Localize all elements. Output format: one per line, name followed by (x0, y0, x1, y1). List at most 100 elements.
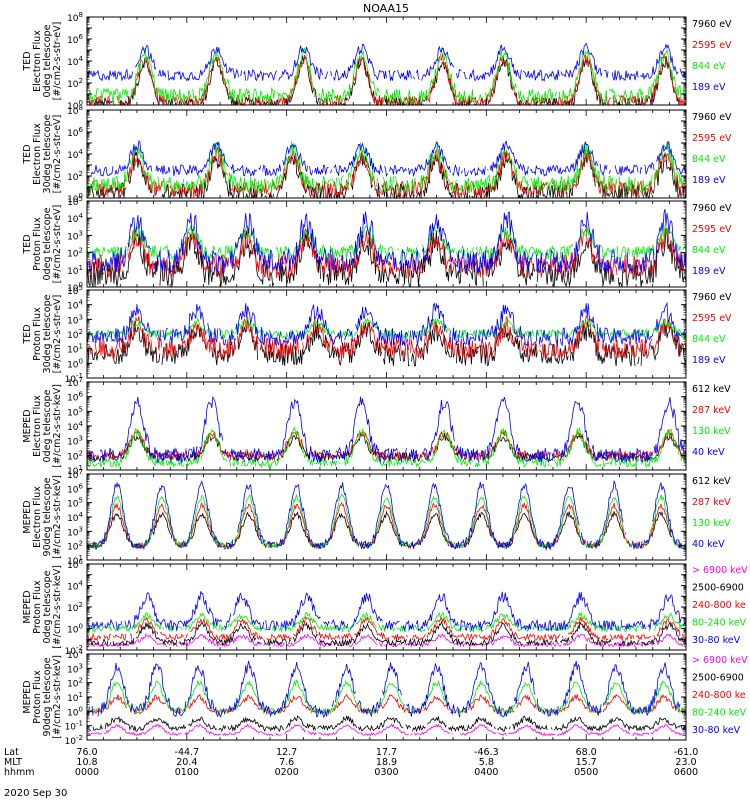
legend-entry: 2500-6900 (692, 673, 744, 684)
series-line-meped-proton-0deg-4 (87, 591, 687, 632)
y-tick-label: 103 (67, 229, 83, 242)
legend-entry: 130 keV (692, 518, 731, 529)
series-line-meped-electron-0deg-3 (86, 395, 687, 464)
y-tick-label: 105 (67, 405, 83, 418)
time-tick-label: 0400 (474, 767, 498, 778)
y-tick-label: 101 (67, 264, 83, 277)
y-axis-label-line: [#/cm2-s-str-keV] (52, 384, 63, 468)
y-tick-label: 104 (67, 212, 83, 225)
y-axis-label-line: 0deg telescope (42, 389, 53, 462)
legend-entry: 30-80 keV (692, 635, 741, 646)
time-tick-label: 0500 (574, 767, 598, 778)
legend-entry: > 6900 keV (692, 655, 748, 666)
legend-entry: 7960 eV (692, 19, 732, 30)
legend-entry: 2595 eV (692, 133, 732, 144)
time-tick-label: 0100 (175, 767, 199, 778)
y-axis-label-line: [#/cm2-s-str-eV] (52, 115, 63, 194)
y-tick-label: 105 (67, 497, 83, 510)
time-tick-label: 0000 (75, 767, 99, 778)
series-line-ted-electron-0deg-1 (86, 52, 687, 107)
series-line-meped-electron-0deg-2 (86, 426, 687, 469)
series-line-meped-proton-90deg-2 (86, 693, 687, 716)
bottom-row-label: MLT (4, 757, 22, 768)
y-axis-label-line: 30deg telescope (42, 114, 53, 193)
y-tick-label: 103 (67, 313, 83, 326)
y-tick-label: 106 (67, 391, 83, 404)
lat-tick-label: -61.0 (674, 747, 699, 758)
y-axis-label-line: MEPED (22, 500, 33, 533)
y-axis-label-line: [#/cm2-s-str-eV] (52, 205, 63, 284)
legend-entry: 130 keV (692, 426, 731, 437)
series-line-ted-proton-0deg-2 (86, 225, 687, 261)
y-tick-label: 102 (67, 677, 83, 690)
y-tick-label: 102 (67, 328, 83, 341)
legend-entry: 240-800 ke (692, 600, 746, 611)
y-tick-label: 102 (67, 449, 83, 462)
legend-entry: 2500-6900 (692, 583, 744, 594)
legend-entry: 189 eV (692, 355, 726, 366)
legend-entry: 7960 eV (692, 292, 732, 303)
series-line-meped-proton-0deg-2 (87, 616, 687, 642)
mlt-tick-label: 5.8 (479, 757, 494, 768)
y-tick-label: 104 (67, 511, 83, 524)
lat-tick-label: 68.0 (576, 747, 597, 758)
legend-entry: 844 eV (692, 154, 726, 165)
legend-entry: 2595 eV (692, 224, 732, 235)
y-axis-label-line: [#/cm2-s-str-eV] (52, 295, 63, 374)
series-line-meped-electron-90deg-2 (88, 493, 687, 550)
time-tick-label: 0600 (674, 767, 698, 778)
y-tick-label: 104 (67, 580, 83, 593)
y-axis-label-line: [#/cm2-s-str-keV] (52, 565, 63, 649)
legend-entry: 189 eV (692, 175, 726, 186)
y-tick-label: 106 (67, 482, 83, 495)
y-axis-label-line: 90deg telescope (42, 477, 53, 556)
y-tick-label: 10-2 (65, 734, 83, 747)
y-tick-label: 102 (67, 77, 83, 90)
y-axis-label-line: MEPED (22, 590, 33, 623)
lat-tick-label: 12.7 (276, 747, 297, 758)
y-axis-label-line: Electron Flux (32, 395, 43, 457)
y-axis-label-line: Electron Flux (32, 123, 43, 185)
y-tick-label: 100 (67, 623, 83, 636)
legend-entry: 612 keV (692, 384, 731, 395)
legend-entry: 287 keV (692, 405, 731, 416)
legend-entry: 844 eV (692, 334, 726, 345)
plot-title: NOAA15 (363, 2, 409, 15)
legend-entry: > 6900 keV (692, 565, 748, 576)
legend-entry: 240-800 ke (692, 690, 746, 701)
y-axis-label-line: MEPED (22, 409, 33, 442)
mlt-tick-label: 23.0 (675, 757, 696, 768)
y-axis-label-line: TED (22, 324, 33, 344)
y-axis-label-line: TED (22, 51, 33, 71)
mlt-tick-label: 10.8 (76, 757, 97, 768)
y-axis-label-line: Proton Flux (32, 217, 43, 271)
y-axis-label-line: Proton Flux (32, 307, 43, 361)
y-tick-label: 102 (67, 601, 83, 614)
y-tick-label: 103 (67, 435, 83, 448)
series-line-meped-proton-90deg-1 (88, 715, 687, 733)
time-tick-label: 0300 (374, 767, 398, 778)
y-tick-label: 102 (67, 170, 83, 183)
y-tick-label: 102 (67, 247, 83, 260)
y-axis-label-line: 30deg telescope (42, 294, 53, 373)
lat-tick-label: -44.7 (175, 747, 200, 758)
y-tick-label: 106 (67, 33, 83, 46)
mlt-tick-label: 20.4 (176, 757, 197, 768)
legend-entry: 287 keV (692, 497, 731, 508)
y-tick-label: 106 (67, 126, 83, 139)
y-axis-label-line: [#/cm2-s-str-eV] (52, 22, 63, 101)
y-axis-label-line: Proton Flux (32, 670, 43, 724)
series-line-ted-electron-0deg-3 (87, 42, 687, 82)
y-tick-label: 104 (67, 148, 83, 161)
series-line-ted-electron-30deg-3 (86, 139, 687, 178)
lat-tick-label: 76.0 (76, 747, 97, 758)
series-line-ted-electron-30deg-2 (87, 141, 686, 193)
y-tick-label: 103 (67, 525, 83, 538)
